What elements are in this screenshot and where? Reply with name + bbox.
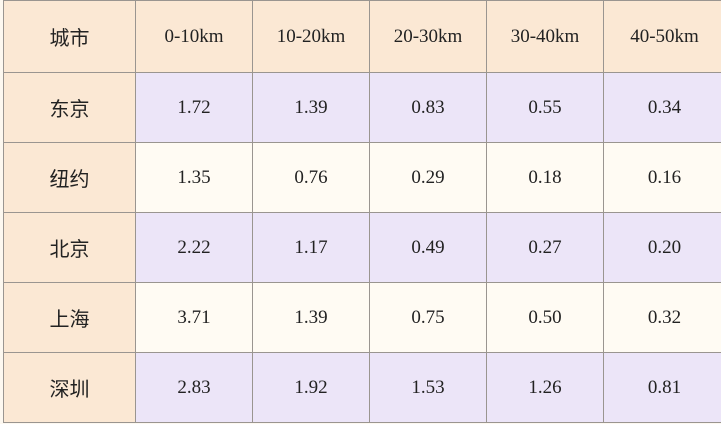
header-cell: 30-40km (486, 0, 604, 73)
header-cell: 20-30km (369, 0, 487, 73)
value-cell: 1.17 (252, 212, 370, 283)
value-cell: 0.49 (369, 212, 487, 283)
city-cell: 东京 (3, 72, 136, 143)
value-cell: 0.20 (603, 212, 721, 283)
value-cell: 0.50 (486, 282, 604, 353)
value-cell: 1.35 (135, 142, 253, 213)
value-cell: 2.83 (135, 352, 253, 423)
value-cell: 0.34 (603, 72, 721, 143)
table-row: 北京 2.22 1.17 0.49 0.27 0.20 (3, 212, 721, 283)
value-cell: 0.27 (486, 212, 604, 283)
value-cell: 1.53 (369, 352, 487, 423)
value-cell: 1.39 (252, 72, 370, 143)
value-cell: 3.71 (135, 282, 253, 353)
table-body: 东京 1.72 1.39 0.83 0.55 0.34 纽约 1.35 0.76 0.29 0.18… (3, 72, 721, 423)
value-cell: 0.81 (603, 352, 721, 423)
data-table: 城市 0-10km 10-20km 20-30km 30-40km 40-50km 东京 1… (3, 0, 721, 423)
header-cell: 10-20km (252, 0, 370, 73)
value-cell: 0.83 (369, 72, 487, 143)
value-cell: 0.55 (486, 72, 604, 143)
value-cell: 0.16 (603, 142, 721, 213)
value-cell: 0.76 (252, 142, 370, 213)
value-cell: 1.72 (135, 72, 253, 143)
city-cell: 纽约 (3, 142, 136, 213)
table-row: 深圳 2.83 1.92 1.53 1.26 0.81 (3, 352, 721, 423)
value-cell: 1.92 (252, 352, 370, 423)
value-cell: 0.18 (486, 142, 604, 213)
table-row: 上海 3.71 1.39 0.75 0.50 0.32 (3, 282, 721, 353)
value-cell: 2.22 (135, 212, 253, 283)
value-cell: 1.39 (252, 282, 370, 353)
header-cell: 城市 (3, 0, 136, 73)
header-row: 城市 0-10km 10-20km 20-30km 30-40km 40-50km (3, 0, 721, 73)
city-cell: 北京 (3, 212, 136, 283)
header-cell: 40-50km (603, 0, 721, 73)
value-cell: 0.32 (603, 282, 721, 353)
table-row: 东京 1.72 1.39 0.83 0.55 0.34 (3, 72, 721, 143)
city-cell: 深圳 (3, 352, 136, 423)
value-cell: 0.75 (369, 282, 487, 353)
value-cell: 1.26 (486, 352, 604, 423)
city-cell: 上海 (3, 282, 136, 353)
table-row: 纽约 1.35 0.76 0.29 0.18 0.16 (3, 142, 721, 213)
value-cell: 0.29 (369, 142, 487, 213)
header-cell: 0-10km (135, 0, 253, 73)
